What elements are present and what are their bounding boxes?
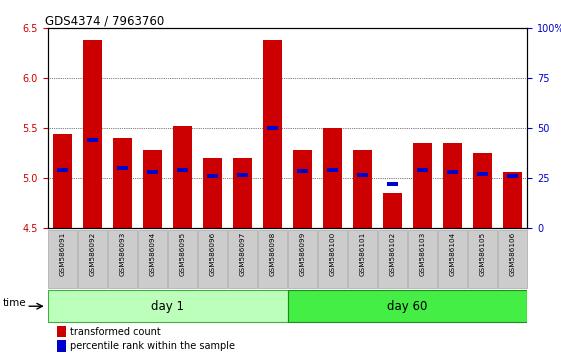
FancyBboxPatch shape [228,229,257,288]
FancyBboxPatch shape [348,229,377,288]
FancyBboxPatch shape [48,290,287,322]
Text: percentile rank within the sample: percentile rank within the sample [70,341,234,351]
FancyBboxPatch shape [288,229,317,288]
Bar [323,129,342,228]
Bar [353,150,372,228]
Bar [263,40,282,228]
Bar [237,173,248,177]
Bar [143,150,162,228]
Text: day 1: day 1 [151,300,184,313]
Text: day 60: day 60 [387,300,427,313]
Bar [357,173,368,177]
FancyBboxPatch shape [468,229,497,288]
Bar [113,138,132,228]
Bar [472,153,492,228]
Bar [387,182,398,186]
Bar [233,158,252,228]
Text: GSM586104: GSM586104 [449,232,456,275]
Text: GSM586095: GSM586095 [180,232,186,275]
Text: GSM586099: GSM586099 [300,232,306,275]
Bar [57,326,66,337]
Bar [83,40,103,228]
Bar [477,172,488,176]
Bar [57,169,68,172]
Bar [503,172,522,228]
Text: GSM586093: GSM586093 [119,232,126,275]
Text: time: time [2,298,26,308]
FancyBboxPatch shape [258,229,287,288]
Text: GSM586098: GSM586098 [269,232,275,275]
Text: GSM586106: GSM586106 [509,232,516,275]
Bar [507,174,518,178]
Text: GSM586094: GSM586094 [150,232,155,275]
FancyBboxPatch shape [168,229,197,288]
Text: GSM586092: GSM586092 [90,232,96,275]
Bar [327,169,338,172]
FancyBboxPatch shape [108,229,137,288]
Bar [443,143,462,228]
Text: GSM586103: GSM586103 [420,232,425,275]
Bar [207,174,218,178]
FancyBboxPatch shape [138,229,167,288]
FancyBboxPatch shape [48,229,77,288]
Bar [147,170,158,174]
Text: GSM586100: GSM586100 [329,232,335,275]
Text: GSM586091: GSM586091 [59,232,66,275]
FancyBboxPatch shape [78,229,107,288]
Bar [53,134,72,228]
FancyBboxPatch shape [378,229,407,288]
Text: GSM586096: GSM586096 [210,232,215,275]
Bar [413,143,432,228]
Bar [173,126,192,228]
FancyBboxPatch shape [408,229,437,288]
Bar [447,170,458,174]
FancyBboxPatch shape [287,290,527,322]
Bar [203,158,222,228]
Bar [417,169,428,172]
Text: GDS4374 / 7963760: GDS4374 / 7963760 [45,14,164,27]
Text: transformed count: transformed count [70,327,160,337]
Bar [57,340,66,352]
Bar [177,169,188,172]
Bar [297,169,308,173]
Bar [293,150,312,228]
Text: GSM586101: GSM586101 [360,232,365,275]
FancyBboxPatch shape [198,229,227,288]
FancyBboxPatch shape [438,229,467,288]
Text: GSM586102: GSM586102 [389,232,396,275]
Bar [88,138,98,142]
Bar [383,193,402,228]
FancyBboxPatch shape [318,229,347,288]
Text: GSM586097: GSM586097 [240,232,246,275]
FancyBboxPatch shape [498,229,527,288]
Bar [117,166,128,170]
Bar [267,126,278,130]
Text: GSM586105: GSM586105 [479,232,485,275]
